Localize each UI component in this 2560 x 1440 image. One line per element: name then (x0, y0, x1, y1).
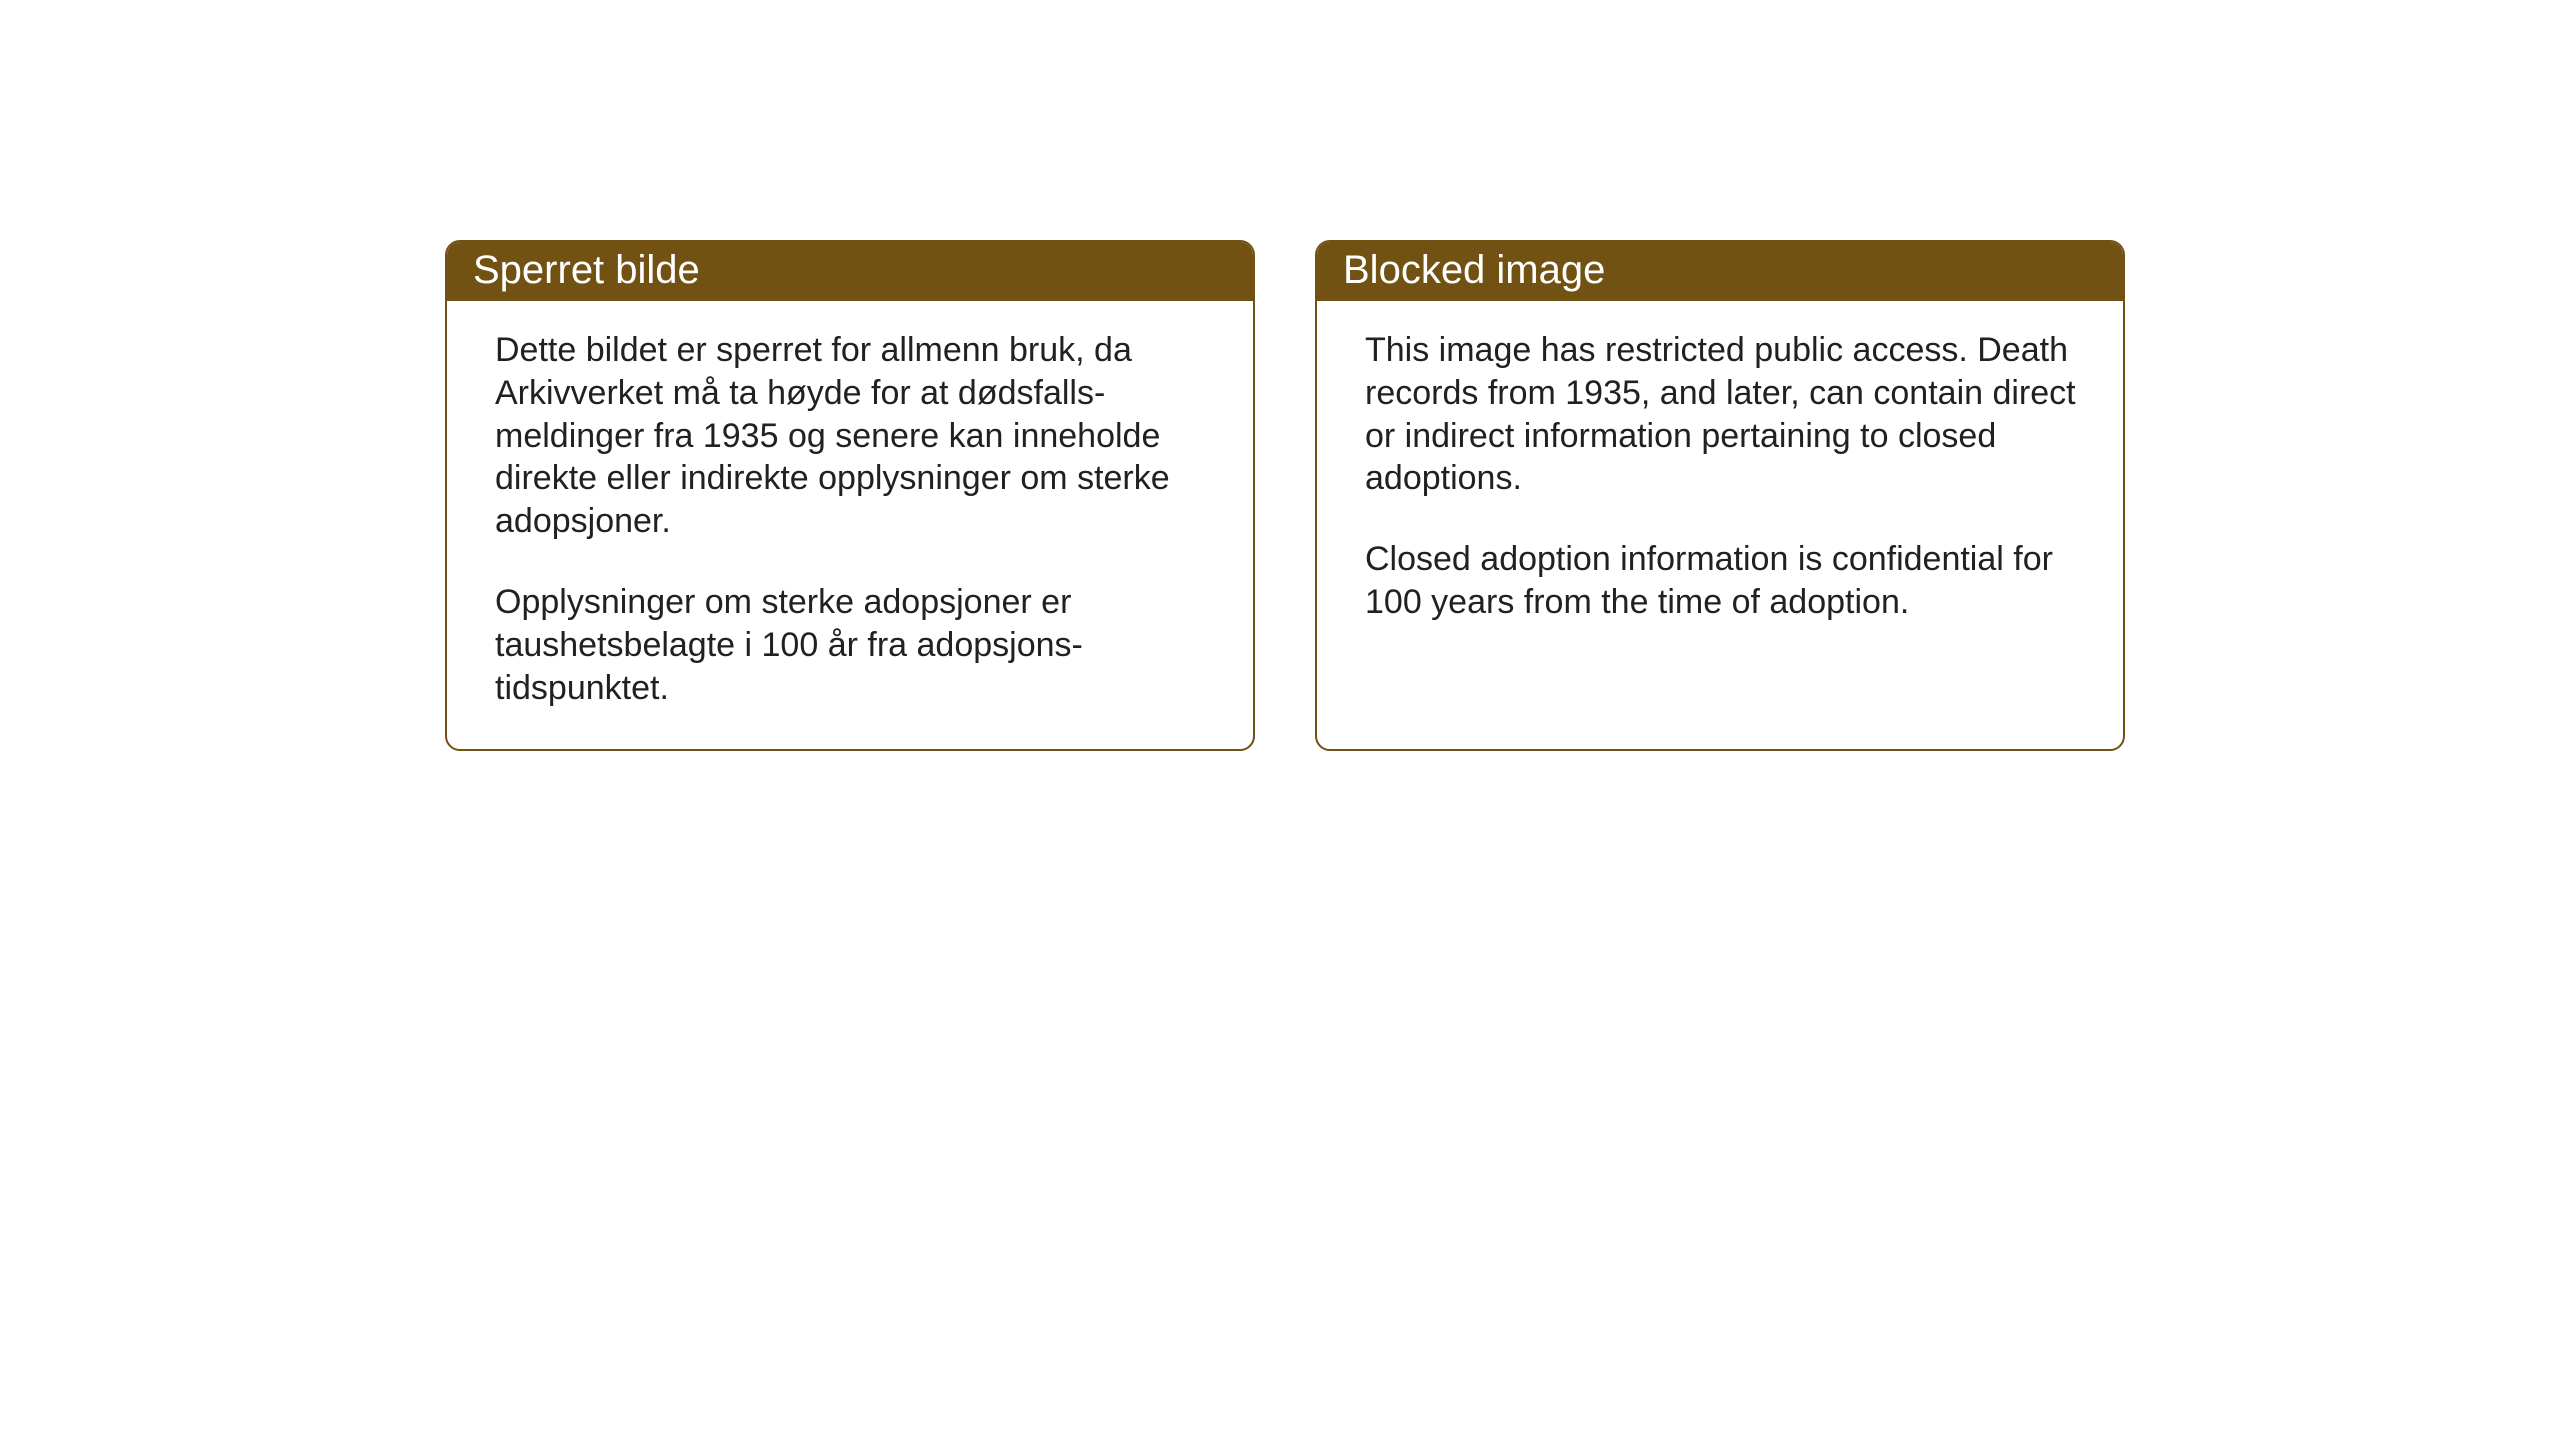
english-card-title: Blocked image (1343, 248, 1605, 292)
english-card-body: This image has restricted public access.… (1317, 301, 2123, 749)
norwegian-card-title: Sperret bilde (473, 248, 700, 292)
norwegian-card-body: Dette bildet er sperret for allmenn bruk… (447, 301, 1253, 749)
norwegian-card: Sperret bilde Dette bildet er sperret fo… (445, 240, 1255, 751)
norwegian-paragraph-2: Opplysninger om sterke adopsjoner er tau… (495, 581, 1213, 709)
norwegian-paragraph-1: Dette bildet er sperret for allmenn bruk… (495, 329, 1213, 543)
english-card: Blocked image This image has restricted … (1315, 240, 2125, 751)
english-card-header: Blocked image (1317, 242, 2123, 301)
english-paragraph-2: Closed adoption information is confident… (1365, 538, 2083, 624)
english-paragraph-1: This image has restricted public access.… (1365, 329, 2083, 500)
norwegian-card-header: Sperret bilde (447, 242, 1253, 301)
cards-container: Sperret bilde Dette bildet er sperret fo… (445, 240, 2125, 751)
